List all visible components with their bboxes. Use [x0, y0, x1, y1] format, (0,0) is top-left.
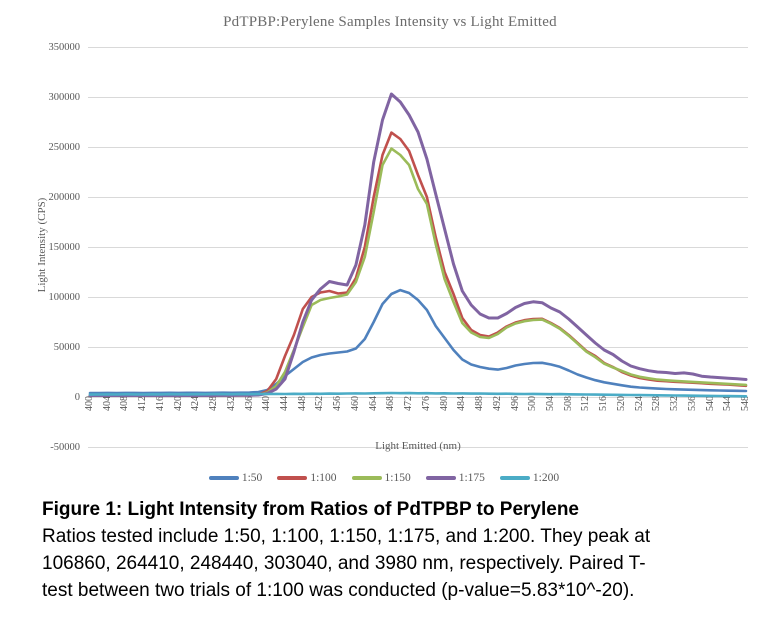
- x-tick-label: 520: [615, 396, 627, 411]
- x-tick-label: 484: [456, 396, 468, 411]
- legend-item-1-100: 1:100: [277, 472, 337, 484]
- gridline: [88, 197, 748, 198]
- x-tick-label: 416: [154, 396, 166, 411]
- legend-swatch: [208, 476, 239, 480]
- x-axis-title: Light Emitted (nm): [375, 440, 461, 452]
- x-tick-label: 400: [84, 396, 95, 411]
- series-line-1-200: [88, 391, 748, 398]
- legend-label: 1:150: [384, 472, 411, 484]
- legend-label: 1:200: [532, 472, 560, 484]
- gridline: [88, 397, 748, 398]
- series-line-1-50: [88, 288, 748, 395]
- caption-line: test between two trials of 1:100 was con…: [42, 580, 635, 601]
- x-tick-label: 440: [261, 396, 273, 411]
- x-tick-label: 544: [722, 396, 734, 411]
- gridline: [88, 297, 748, 298]
- x-tick-label: 536: [686, 396, 698, 411]
- x-tick-label: 468: [385, 396, 397, 411]
- series-line-1-100: [88, 131, 748, 398]
- x-tick-label: 480: [438, 396, 450, 411]
- legend-item-1-50: 1:50: [208, 472, 263, 484]
- caption-title: Figure 1: Light Intensity from Ratios of…: [42, 499, 579, 520]
- y-axis-title: Light Intensity (CPS): [36, 197, 48, 293]
- legend-label: 1:100: [310, 472, 337, 484]
- chart-title: PdTPBP:Perylene Samples Intensity vs Lig…: [223, 14, 557, 30]
- y-tick-label: 50000: [53, 342, 80, 353]
- x-tick-label: 504: [544, 396, 556, 411]
- x-tick-label: 412: [137, 396, 149, 411]
- legend-item-1-200: 1:200: [499, 472, 560, 484]
- x-tick-label: 432: [225, 396, 237, 411]
- x-tick-label: 508: [562, 396, 574, 411]
- x-tick-label: 408: [119, 396, 131, 411]
- gridline: [88, 447, 748, 448]
- gridline: [88, 147, 748, 148]
- series-line-1-150: [88, 147, 748, 397]
- x-tick-label: 500: [527, 396, 539, 411]
- gridline: [88, 97, 748, 98]
- x-tick-label: 424: [190, 396, 202, 411]
- x-tick-label: 512: [580, 396, 592, 411]
- x-tick-label: 516: [598, 396, 610, 411]
- y-tick-label: 350000: [48, 42, 81, 53]
- x-tick-label: 524: [633, 396, 645, 411]
- x-tick-label: 404: [101, 396, 113, 411]
- x-tick-label: 428: [208, 396, 220, 411]
- x-tick-label: 420: [172, 396, 184, 411]
- x-tick-label: 488: [474, 396, 486, 411]
- gridline: [88, 347, 748, 348]
- x-tick-label: 540: [704, 396, 716, 411]
- legend-swatch: [499, 476, 530, 480]
- x-tick-label: 452: [314, 396, 326, 411]
- legend-item-1-150: 1:150: [351, 472, 411, 484]
- legend-swatch: [351, 476, 382, 480]
- x-tick-label: 444: [279, 396, 291, 411]
- x-tick-label: 476: [420, 396, 432, 411]
- x-tick-label: 496: [509, 396, 521, 411]
- legend: 1:50 1:100 1:150 1:175 1:200: [0, 472, 768, 484]
- x-tick-label: 548: [740, 396, 751, 411]
- legend-label: 1:175: [458, 472, 485, 484]
- figure-caption: Figure 1: Light Intensity from Ratios of…: [42, 496, 754, 604]
- y-tick-label: 150000: [48, 242, 81, 253]
- x-tick-label: 492: [491, 396, 503, 411]
- y-tick-label: 250000: [48, 142, 81, 153]
- y-tick-label: -50000: [50, 442, 80, 453]
- x-tick-label: 464: [367, 396, 379, 411]
- x-tick-label: 460: [349, 396, 361, 411]
- legend-swatch: [277, 476, 308, 480]
- gridline: [88, 247, 748, 248]
- x-tick-label: 436: [243, 396, 255, 411]
- x-tick-label: 456: [332, 396, 344, 411]
- x-tick-label: 528: [651, 396, 663, 411]
- x-tick-label: 472: [403, 396, 415, 411]
- y-tick-label: 0: [74, 392, 80, 403]
- legend-item-1-175: 1:175: [425, 472, 485, 484]
- y-tick-label: 300000: [48, 92, 81, 103]
- caption-line: Ratios tested include 1:50, 1:100, 1:150…: [42, 526, 651, 547]
- y-tick-label: 200000: [48, 192, 81, 203]
- gridline: [88, 47, 748, 48]
- x-tick-label: 532: [669, 396, 681, 411]
- series-line-1-175: [88, 92, 748, 397]
- x-tick-label: 448: [296, 396, 308, 411]
- legend-label: 1:50: [241, 472, 263, 484]
- legend-swatch: [425, 476, 456, 480]
- caption-line: 106860, 264410, 248440, 303040, and 3980…: [42, 553, 646, 574]
- y-tick-label: 100000: [48, 292, 81, 303]
